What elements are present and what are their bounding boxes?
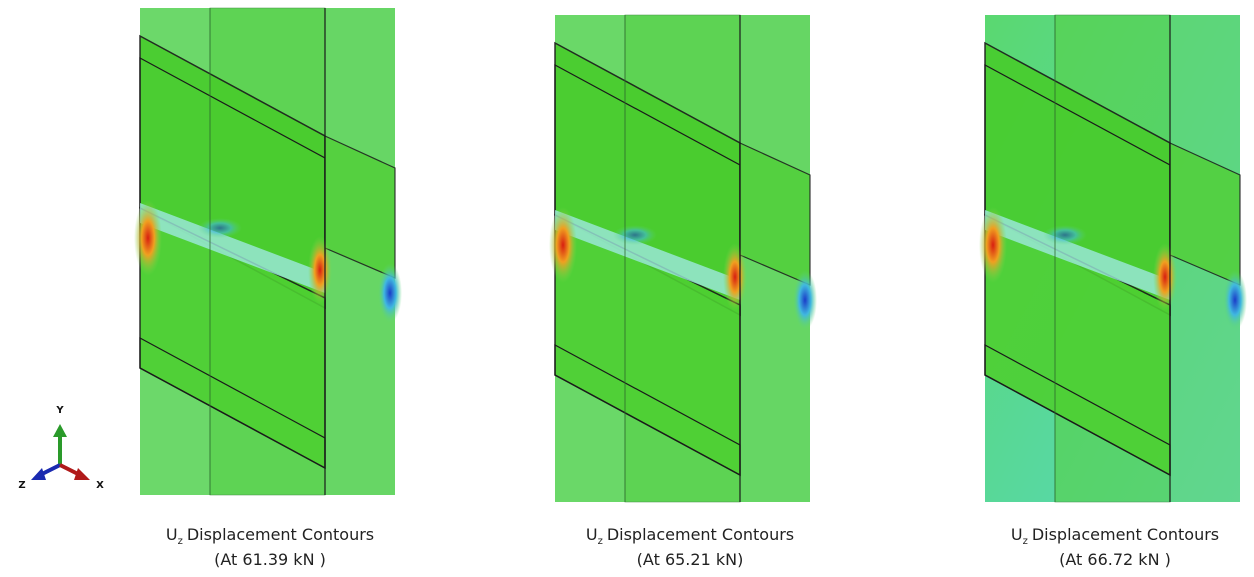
caption-label: Displacement Contours — [607, 525, 794, 544]
caption-subscript: z — [178, 536, 183, 547]
cold-spot — [1043, 225, 1087, 245]
hot-spot — [549, 207, 577, 283]
caption-title: Uz Displacement Contours — [586, 525, 794, 547]
y-label: Y — [55, 405, 64, 416]
hot-spot — [723, 243, 747, 311]
contour-panel — [549, 15, 817, 502]
caption-load: (At 66.72 kN ) — [1059, 550, 1171, 569]
caption-symbol: U — [586, 525, 598, 544]
caption-symbol: U — [166, 525, 178, 544]
caption-subscript: z — [1023, 536, 1028, 547]
contour-panel — [979, 15, 1247, 502]
caption-title: Uz Displacement Contours — [166, 525, 374, 547]
hot-spot — [1153, 243, 1177, 311]
caption-load: (At 65.21 kN) — [637, 550, 744, 569]
caption-subscript: z — [598, 536, 603, 547]
hot-spot — [979, 207, 1007, 283]
caption-load: (At 61.39 kN ) — [214, 550, 326, 569]
caption-label: Displacement Contours — [187, 525, 374, 544]
cold-spot — [378, 263, 402, 323]
caption-title: Uz Displacement Contours — [1011, 525, 1219, 547]
caption-symbol: U — [1011, 525, 1023, 544]
z-arrowhead — [31, 468, 46, 480]
cold-spot — [198, 218, 242, 238]
z-label: Z — [18, 480, 25, 491]
figure-canvas: Y Z X Uz Displacement Contours (At 61.39 k… — [0, 0, 1254, 577]
triad: Y Z X — [18, 405, 104, 491]
caption-label: Displacement Contours — [1032, 525, 1219, 544]
cold-spot — [793, 270, 817, 330]
cold-spot — [1223, 270, 1247, 330]
figure: Y Z X Uz Displacement Contours (At 61.39 k… — [0, 0, 1254, 577]
cold-spot — [613, 225, 657, 245]
y-arrowhead — [53, 424, 67, 437]
contour-panel — [134, 8, 402, 495]
hot-spot — [308, 236, 332, 304]
x-arrowhead — [74, 468, 90, 480]
x-label: X — [96, 480, 104, 491]
hot-spot — [134, 200, 162, 276]
